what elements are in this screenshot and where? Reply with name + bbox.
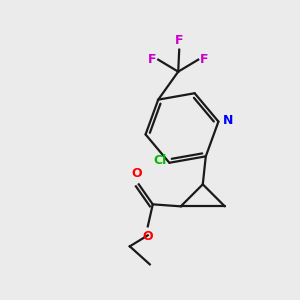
Text: F: F xyxy=(148,53,156,66)
Text: O: O xyxy=(131,167,142,180)
Text: Cl: Cl xyxy=(153,154,166,167)
Text: F: F xyxy=(175,34,184,47)
Text: F: F xyxy=(200,53,209,66)
Text: O: O xyxy=(142,230,153,243)
Text: N: N xyxy=(222,114,233,127)
